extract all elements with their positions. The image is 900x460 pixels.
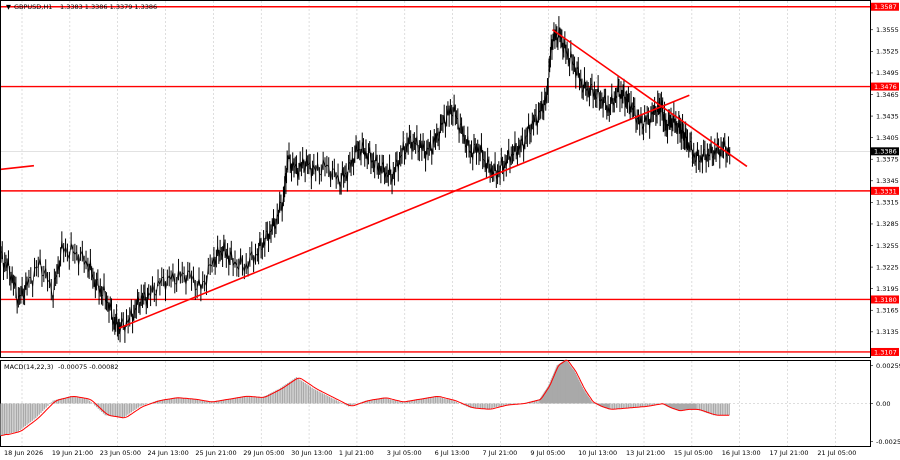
trendline-ascending [118, 94, 690, 329]
macd-tick-label: 0.00 [876, 400, 890, 408]
time-tick-label: 24 Jun 13:00 [148, 449, 189, 457]
time-tick-label: 3 Jul 05:00 [387, 449, 422, 457]
macd-indicator-label: MACD(14,22,3) [4, 363, 53, 371]
trendline-short-left [0, 164, 35, 171]
time-tick-label: 6 Jul 13:00 [435, 449, 470, 457]
trendline-descending [552, 29, 748, 168]
time-tick-label: 15 Jul 05:00 [674, 449, 713, 457]
time-tick-label: 13 Jul 21:00 [626, 449, 665, 457]
level-label: 1.3180 [874, 296, 897, 304]
current-price-tag: 1.3386 [874, 148, 897, 156]
time-tick-label: 16 Jul 13:00 [722, 449, 761, 457]
time-tick-label: 21 Jul 05:00 [817, 449, 856, 457]
time-tick-label: 10 Jul 13:00 [578, 449, 617, 457]
price-tick-label: 1.3375 [876, 156, 899, 164]
price-tick-label: 1.3405 [876, 134, 899, 142]
time-tick-label: 7 Jul 21:00 [482, 449, 517, 457]
symbol-label: GBPUSD,H1 [14, 3, 52, 11]
time-tick-label: 23 Jun 05:00 [100, 449, 141, 457]
price-line [0, 26, 731, 333]
level-label-bg [871, 186, 899, 195]
trendlines [0, 29, 748, 329]
macd-tick-label: -0.00259 [876, 438, 900, 446]
price-tick-label: 1.3195 [876, 285, 899, 293]
time-tick-label: 17 Jul 21:00 [770, 449, 809, 457]
level-label-bg [871, 2, 899, 11]
level-label: 1.3331 [874, 187, 897, 195]
time-tick-label: 1 Jul 21:00 [339, 449, 374, 457]
price-tick-label: 1.3255 [876, 242, 899, 250]
price-tick-label: 1.3135 [876, 328, 899, 336]
chart-header-arrow: ▼ [6, 3, 11, 11]
axes: 18 Jun 2026 19 Jun 21:00 23 Jun 05:00 24 Ju… [4, 26, 900, 457]
time-tick-label: 30 Jun 13:00 [291, 449, 332, 457]
price-tick-label: 1.3435 [876, 112, 899, 120]
price-tick-label: 1.3465 [876, 91, 899, 99]
time-tick-label: 18 Jun 2026 [4, 449, 43, 457]
horizontal-levels: 1.3587 1.3476 1.3331 1.3180 1.3107 1.3386 [1, 2, 899, 356]
ohlc-readout: 1.3383 1.3386 1.3379 1.3386 [60, 3, 157, 11]
time-tick-label: 29 Jun 05:00 [243, 449, 284, 457]
macd-tick-label: 0.00259 [876, 362, 900, 370]
time-tick-label: 25 Jun 21:00 [195, 449, 236, 457]
price-tick-label: 1.3315 [876, 199, 899, 207]
price-tick-label: 1.3345 [876, 177, 899, 185]
time-tick-label: 19 Jun 21:00 [52, 449, 93, 457]
level-label: 1.3107 [874, 348, 897, 356]
price-tick-label: 1.3495 [876, 69, 899, 77]
time-tick-label: 9 Jul 05:00 [530, 449, 565, 457]
level-label-bg [871, 82, 899, 91]
current-price-tag-bg [871, 147, 899, 156]
macd-values-readout: -0.00075 -0.00082 [58, 363, 119, 371]
price-tick-label: 1.3555 [876, 26, 899, 34]
level-label: 1.3587 [874, 3, 897, 11]
level-label-bg [871, 347, 899, 356]
price-tick-label: 1.3225 [876, 263, 899, 271]
level-label: 1.3476 [874, 83, 897, 91]
level-label-bg [871, 295, 899, 304]
price-tick-label: 1.3525 [876, 48, 899, 56]
macd-series [0, 359, 870, 437]
price-tick-label: 1.3165 [876, 307, 899, 315]
price-tick-label: 1.3285 [876, 220, 899, 228]
macd-signal-line [0, 359, 730, 437]
